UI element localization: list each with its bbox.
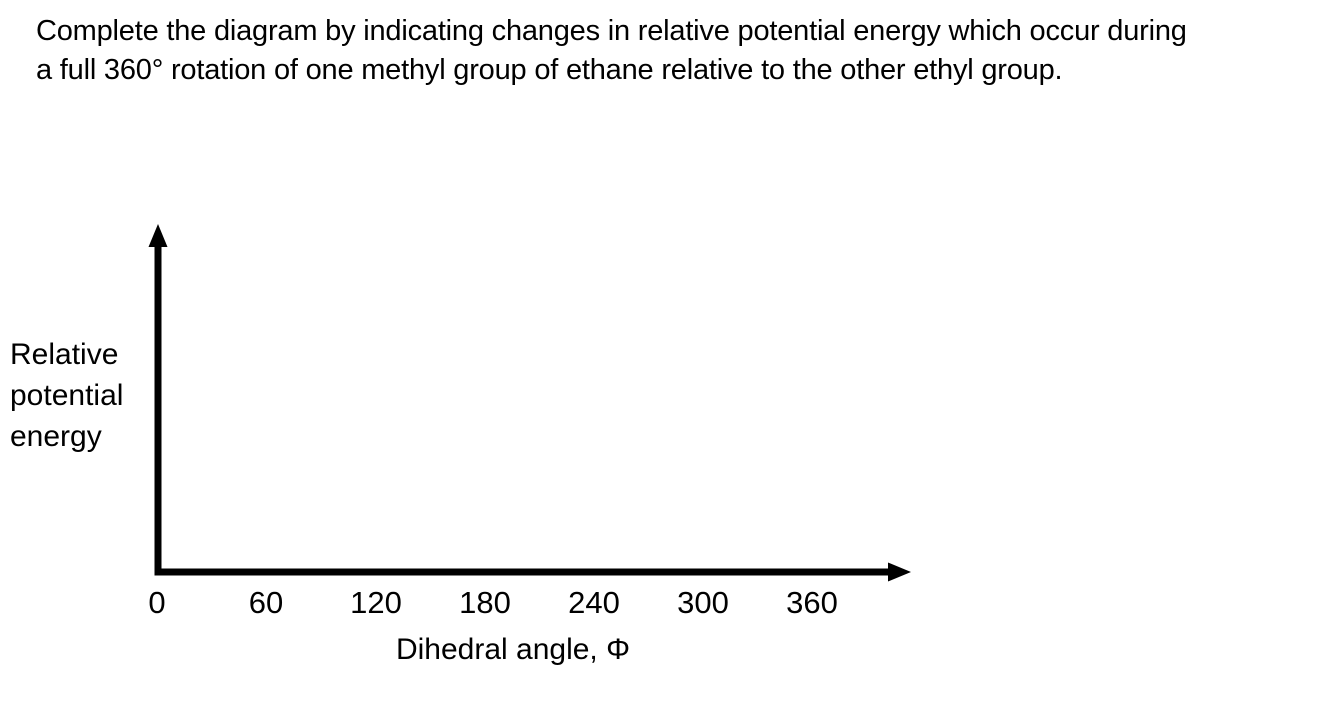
instruction-line-1: Complete the diagram by indicating chang… [36,15,1187,47]
x-tick-240: 240 [568,585,620,620]
x-axis-label: Dihedral angle, Φ [395,633,631,666]
x-tick-120: 120 [350,585,402,620]
x-tick-60: 60 [248,585,284,620]
y-axis-arrowhead-icon [148,224,168,247]
x-axis-ticks: 0 60 120 180 240 300 360 [0,585,1334,621]
x-tick-180: 180 [459,585,511,620]
y-axis-label: Relative potential energy [10,338,124,453]
x-tick-360: 360 [786,585,838,620]
x-tick-0: 0 [148,585,166,620]
x-axis-arrowhead-icon [888,562,911,582]
instruction-text: Complete the diagram by indicating chang… [36,12,1187,90]
instruction-line-2: a full 360° rotation of one methyl group… [36,54,1063,86]
x-tick-300: 300 [677,585,729,620]
